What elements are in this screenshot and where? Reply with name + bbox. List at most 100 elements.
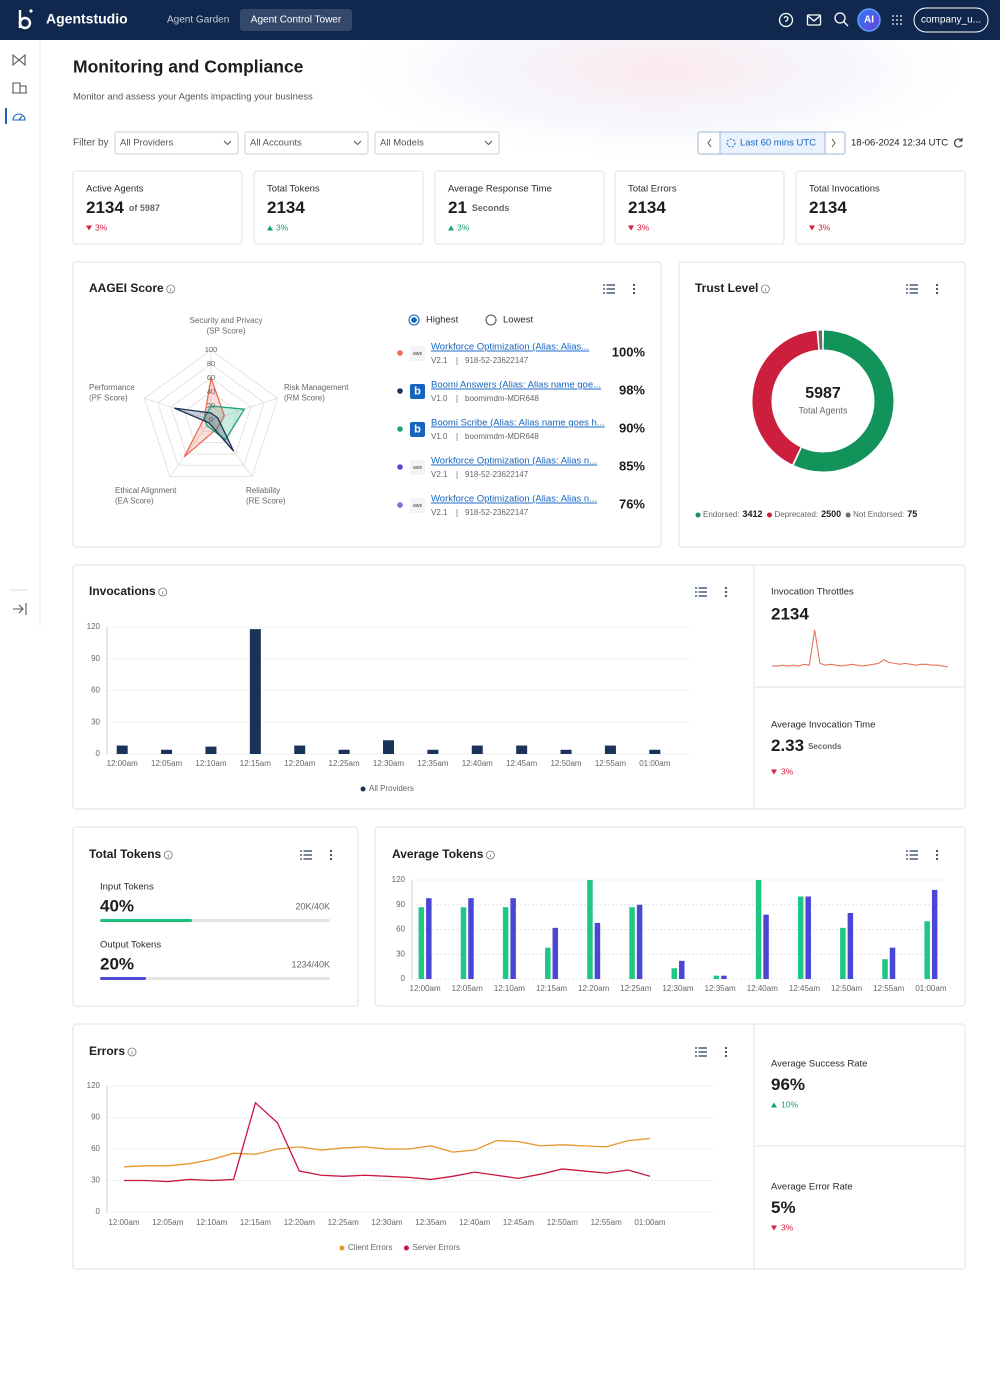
x-tick-label: 01:00am — [634, 1218, 665, 1227]
agent-name[interactable]: Workforce Optimization (Alias: Alias n..… — [431, 456, 597, 467]
bar — [882, 959, 888, 979]
list-icon-dot[interactable] — [906, 850, 908, 852]
list-icon-dot[interactable] — [695, 595, 697, 597]
kebab-dot[interactable] — [632, 283, 636, 287]
select-value[interactable]: All Models — [380, 138, 424, 149]
range-icon — [726, 138, 736, 148]
kebab-dot[interactable] — [329, 849, 333, 853]
range-arrows[interactable] — [707, 138, 836, 148]
stat-label: Average Success Rate — [771, 1059, 867, 1070]
info-icon — [760, 284, 770, 294]
kebab-dot[interactable] — [632, 291, 636, 295]
header-icons[interactable] — [778, 12, 849, 28]
trend-arrow — [86, 225, 92, 231]
agent-name[interactable]: Boomi Answers (Alias: Alias name goe... — [431, 380, 601, 391]
progress-fill — [100, 919, 192, 922]
agent-name[interactable]: Boomi Scribe (Alias: Alias name goes h..… — [431, 418, 605, 429]
agent-score: 76% — [619, 496, 645, 511]
list-icon-dot[interactable] — [300, 854, 302, 856]
nav-active-pill[interactable] — [240, 9, 352, 31]
select-chevron[interactable] — [353, 140, 362, 146]
agent-id: boomimdm-MDR648 — [465, 432, 539, 441]
x-tick-label: 12:55am — [873, 984, 904, 993]
radio[interactable] — [485, 314, 497, 326]
kebab-dot[interactable] — [724, 1054, 728, 1058]
refresh-icon[interactable] — [954, 138, 963, 148]
token-percent: 40% — [100, 896, 134, 915]
kebab-dot[interactable] — [935, 853, 939, 857]
kebab-dot[interactable] — [632, 287, 636, 291]
kebab-dot[interactable] — [329, 853, 333, 857]
x-tick-label: 12:50am — [547, 1218, 578, 1227]
select-box[interactable] — [374, 131, 500, 155]
bar — [205, 746, 217, 754]
kebab-dot[interactable] — [935, 291, 939, 295]
kebab-dot[interactable] — [724, 594, 728, 598]
provider-logo-text: b — [414, 385, 421, 397]
agent-name[interactable]: Workforce Optimization (Alias: Alias... — [431, 342, 589, 353]
kebab-dot[interactable] — [935, 857, 939, 861]
list-icon-dot[interactable] — [906, 284, 908, 286]
radar-ring — [197, 405, 225, 432]
list-icon-dot[interactable] — [695, 1055, 697, 1057]
x-tick-label: 12:30am — [373, 759, 404, 768]
x-tick-label: 12:05am — [152, 1218, 183, 1227]
sidebar-icons[interactable] — [5, 53, 28, 615]
kebab-dot[interactable] — [935, 283, 939, 287]
list-icon-dot[interactable] — [300, 858, 302, 860]
y-tick-label: 90 — [91, 1113, 100, 1122]
list-icon-dot[interactable] — [695, 1047, 697, 1049]
select-value[interactable]: All Providers — [120, 138, 174, 149]
brand[interactable]: Agentstudio — [46, 11, 128, 27]
bar — [116, 745, 128, 754]
kebab-dot[interactable] — [724, 586, 728, 590]
select-chevron[interactable] — [484, 140, 493, 146]
account-name[interactable]: company_u... — [921, 15, 981, 26]
list-icon-dot[interactable] — [695, 587, 697, 589]
range-label[interactable]: Last 60 mins UTC — [740, 138, 816, 149]
list-icon-dot[interactable] — [695, 591, 697, 593]
kebab-dot[interactable] — [329, 857, 333, 861]
list-icon-dot[interactable] — [603, 288, 605, 290]
select-box[interactable] — [114, 131, 239, 155]
radio-label[interactable]: Lowest — [503, 315, 533, 326]
avatar[interactable] — [857, 8, 881, 32]
agent-version: V2.1 — [431, 356, 448, 365]
bar — [545, 947, 551, 979]
kebab-dot[interactable] — [724, 1046, 728, 1050]
list-icon-dot[interactable] — [603, 284, 605, 286]
list-icon-dot[interactable] — [906, 292, 908, 294]
kebab-dot[interactable] — [935, 849, 939, 853]
kebab-dot[interactable] — [935, 287, 939, 291]
list-icon-dot[interactable] — [906, 288, 908, 290]
select-chevron[interactable] — [223, 140, 232, 146]
list-icon-dot[interactable] — [603, 292, 605, 294]
row-dot — [397, 464, 403, 470]
apps-icon[interactable] — [892, 15, 902, 25]
range-current[interactable] — [719, 131, 826, 155]
list-icon-dot[interactable] — [300, 850, 302, 852]
provider-logo-text: aws — [413, 465, 422, 471]
token-percent: 20% — [100, 954, 134, 973]
account-pill[interactable] — [913, 7, 989, 33]
avatar-initials[interactable]: AI — [864, 15, 874, 26]
nav-link[interactable]: Agent Garden — [167, 15, 229, 26]
card-title: Average Tokens — [392, 847, 484, 861]
bar — [713, 975, 720, 979]
kebab-dot[interactable] — [724, 1050, 728, 1054]
legend-dot — [403, 1245, 409, 1251]
list-icon-dot[interactable] — [906, 858, 908, 860]
list-icon-dot[interactable] — [906, 854, 908, 856]
radio-dot[interactable] — [411, 317, 417, 323]
select-value[interactable]: All Accounts — [250, 138, 302, 149]
kebab-dot[interactable] — [724, 590, 728, 594]
x-tick-label: 12:40am — [747, 984, 778, 993]
agent-name[interactable]: Workforce Optimization (Alias: Alias n..… — [431, 494, 597, 505]
provider-logo-text: aws — [413, 503, 422, 509]
nav-link-active[interactable]: Agent Control Tower — [251, 15, 342, 26]
list-icon-dot[interactable] — [695, 1051, 697, 1053]
select-box[interactable] — [244, 131, 369, 155]
radio-label[interactable]: Highest — [426, 315, 459, 326]
x-tick-label: 12:45am — [789, 984, 820, 993]
x-tick-label: 12:35am — [705, 984, 736, 993]
